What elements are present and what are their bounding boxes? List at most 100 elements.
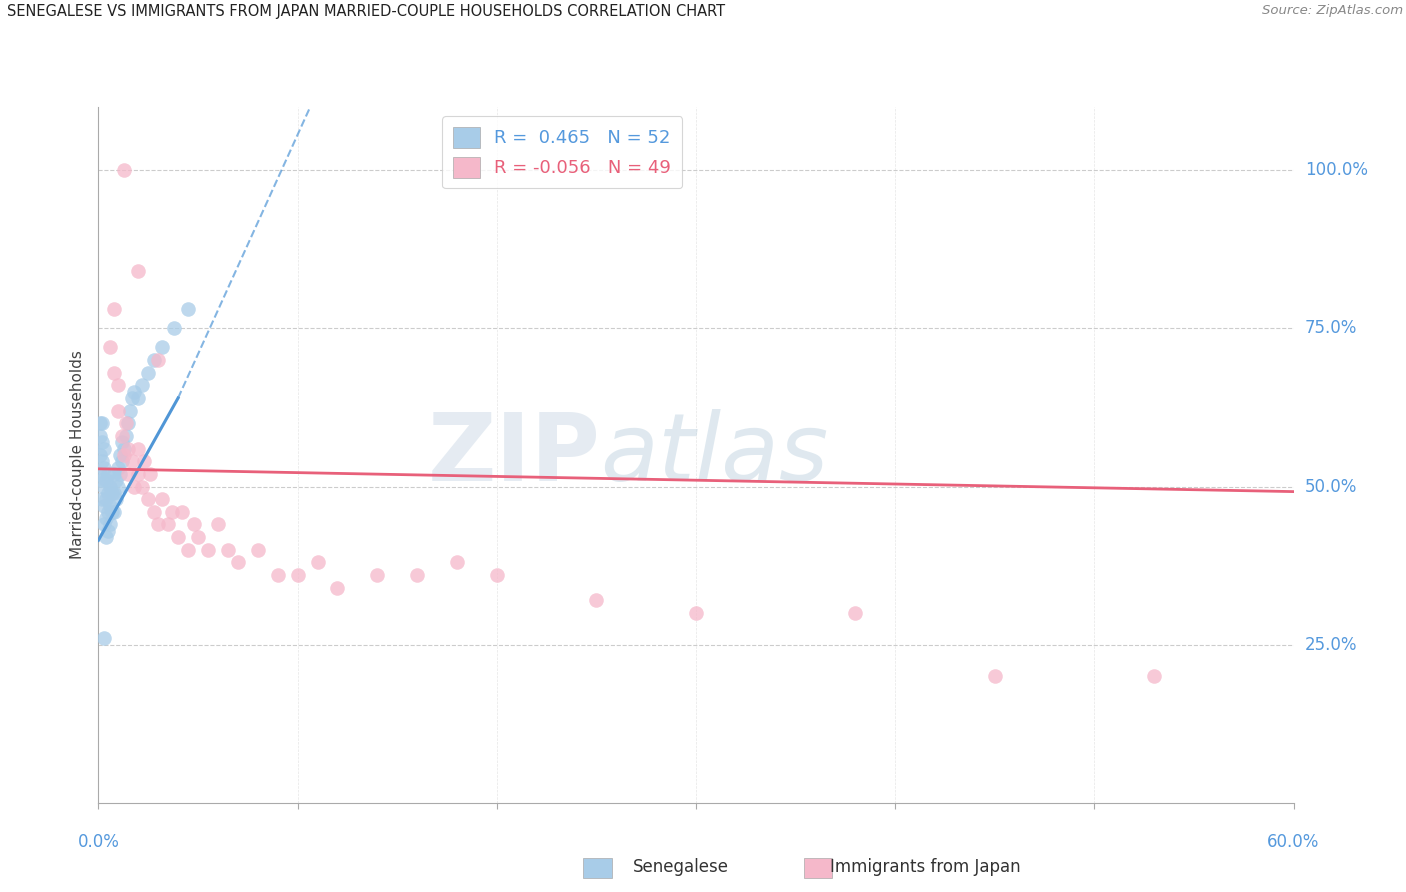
Text: SENEGALESE VS IMMIGRANTS FROM JAPAN MARRIED-COUPLE HOUSEHOLDS CORRELATION CHART: SENEGALESE VS IMMIGRANTS FROM JAPAN MARR… — [7, 4, 725, 20]
Point — [96, 473, 118, 487]
Point — [117, 417, 139, 431]
Point — [97, 486, 120, 500]
Point — [177, 542, 200, 557]
Point — [148, 517, 170, 532]
Point — [207, 517, 229, 532]
Point — [96, 492, 118, 507]
Point — [148, 353, 170, 368]
Point — [97, 467, 120, 481]
Point — [112, 163, 135, 178]
Point — [107, 479, 129, 493]
Point — [134, 454, 156, 468]
Point — [124, 479, 146, 493]
Point — [131, 479, 153, 493]
Point — [103, 302, 125, 317]
Point — [97, 524, 120, 538]
Point — [136, 492, 159, 507]
Y-axis label: Married-couple Households: Married-couple Households — [70, 351, 86, 559]
Text: Source: ZipAtlas.com: Source: ZipAtlas.com — [1263, 4, 1403, 18]
Point — [93, 632, 115, 646]
Point — [446, 556, 468, 570]
Point — [101, 486, 124, 500]
Point — [150, 492, 173, 507]
Point — [110, 467, 132, 481]
Point — [91, 473, 114, 487]
Point — [91, 417, 114, 431]
Point — [91, 454, 114, 468]
Point — [267, 568, 290, 582]
Point — [366, 568, 388, 582]
Point — [112, 442, 135, 456]
Point — [120, 403, 142, 417]
Point — [1143, 669, 1166, 683]
Point — [98, 517, 122, 532]
Point — [183, 517, 205, 532]
Point — [115, 429, 138, 443]
Point — [177, 302, 200, 317]
Point — [187, 530, 209, 544]
Point — [127, 442, 149, 456]
Point — [307, 556, 329, 570]
Text: 60.0%: 60.0% — [1267, 833, 1320, 851]
Point — [93, 442, 115, 456]
Point — [112, 448, 135, 462]
Text: atlas: atlas — [600, 409, 828, 500]
Point — [124, 384, 146, 399]
Point — [93, 479, 115, 493]
Point — [172, 505, 194, 519]
Point — [103, 467, 125, 481]
Point — [685, 606, 707, 620]
Point — [143, 353, 166, 368]
Point — [91, 492, 114, 507]
Point — [89, 448, 111, 462]
Text: Senegalese: Senegalese — [633, 858, 728, 876]
Point — [115, 417, 138, 431]
Point — [160, 505, 183, 519]
Point — [136, 366, 159, 380]
Point — [89, 467, 111, 481]
Point — [96, 530, 118, 544]
Point — [103, 486, 125, 500]
Point — [111, 435, 134, 450]
Point — [326, 581, 349, 595]
Text: 75.0%: 75.0% — [1305, 319, 1357, 337]
Point — [89, 429, 111, 443]
Point — [143, 505, 166, 519]
Point — [127, 391, 149, 405]
Text: 0.0%: 0.0% — [77, 833, 120, 851]
Point — [105, 492, 128, 507]
Point — [97, 505, 120, 519]
Point — [585, 593, 607, 607]
Point — [139, 467, 162, 481]
Point — [117, 442, 139, 456]
Point — [983, 669, 1005, 683]
Point — [131, 378, 153, 392]
Point — [226, 556, 249, 570]
Point — [117, 467, 139, 481]
Text: 100.0%: 100.0% — [1305, 161, 1368, 179]
Point — [107, 460, 129, 475]
Point — [98, 479, 122, 493]
Point — [485, 568, 508, 582]
Point — [127, 467, 149, 481]
Point — [107, 403, 129, 417]
Legend: R =  0.465   N = 52, R = -0.056   N = 49: R = 0.465 N = 52, R = -0.056 N = 49 — [441, 116, 682, 188]
Point — [150, 340, 173, 354]
Point — [217, 542, 239, 557]
Point — [197, 542, 219, 557]
Point — [167, 530, 190, 544]
Point — [98, 499, 122, 513]
Text: Immigrants from Japan: Immigrants from Japan — [830, 858, 1021, 876]
Text: ZIP: ZIP — [427, 409, 600, 501]
Point — [98, 340, 122, 354]
Point — [121, 454, 143, 468]
Point — [844, 606, 866, 620]
Point — [111, 454, 134, 468]
Text: 25.0%: 25.0% — [1305, 636, 1357, 654]
Point — [101, 505, 124, 519]
Point — [111, 429, 134, 443]
Point — [110, 448, 132, 462]
Point — [246, 542, 269, 557]
Point — [89, 417, 111, 431]
Point — [105, 473, 128, 487]
